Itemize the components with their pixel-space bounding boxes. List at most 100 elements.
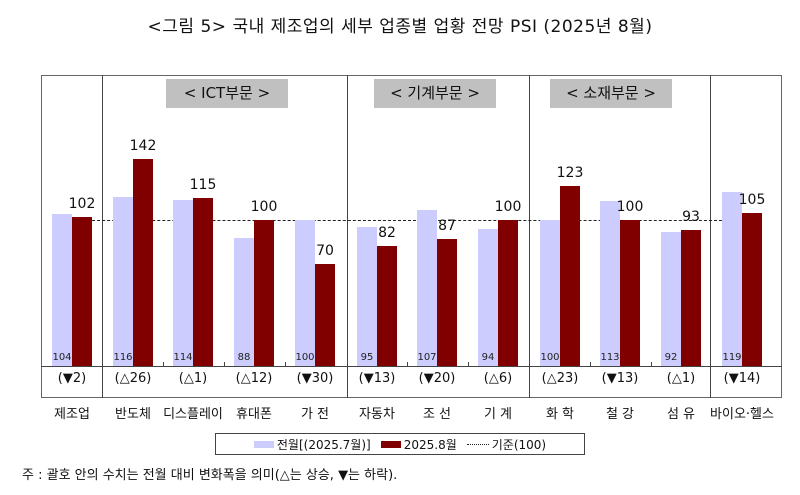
chart-title: <그림 5> 국내 제조업의 세부 업종별 업황 전망 PSI (2025년 8…	[147, 17, 653, 37]
section-divider	[710, 75, 711, 398]
bar-current	[315, 263, 335, 366]
legend-swatch-prev	[253, 440, 274, 448]
legend-item-ref: 기준(100)	[466, 436, 547, 453]
category-label: 가 전	[300, 407, 330, 422]
axis-tick	[224, 362, 225, 367]
bar-prev	[113, 196, 133, 366]
value-label-previous: 100	[540, 352, 560, 363]
axis-tick	[651, 362, 652, 367]
value-label-current: 87	[438, 217, 456, 234]
chart-frame	[41, 75, 782, 398]
change-label: (▼13)	[601, 371, 639, 386]
bar-current	[133, 158, 153, 366]
bar-current	[681, 230, 701, 366]
value-label-current: 93	[682, 209, 700, 226]
bar-prev	[540, 220, 560, 366]
bar-prev	[600, 201, 620, 366]
axis-tick	[407, 362, 408, 367]
category-label: 디스플레이	[163, 407, 223, 422]
bar-prev	[52, 214, 72, 366]
bar-prev	[661, 231, 681, 366]
section-divider	[529, 75, 530, 398]
value-label-previous: 113	[600, 352, 620, 363]
legend-label-ref: 기준(100)	[491, 437, 547, 452]
bar-current	[498, 220, 518, 366]
bar-prev	[173, 199, 193, 366]
category-label: 철 강	[605, 407, 635, 422]
axis-tick	[285, 362, 286, 367]
change-label: (△12)	[235, 371, 273, 386]
legend-item-cur: 2025.8월	[380, 436, 457, 453]
change-label: (△23)	[541, 371, 579, 386]
section-divider	[102, 75, 103, 398]
change-label: (▼13)	[358, 371, 396, 386]
value-label-current: 100	[494, 199, 522, 215]
value-label-current: 142	[129, 137, 157, 154]
section-divider	[347, 75, 348, 398]
section-label: < 소재부문 >	[550, 79, 672, 108]
value-label-previous: 107	[417, 352, 437, 363]
change-label: (△6)	[483, 371, 513, 386]
value-label-current: 100	[616, 199, 644, 215]
category-label: 바이오·헬스	[710, 407, 774, 422]
value-label-current: 115	[189, 177, 217, 194]
value-label-current: 102	[68, 196, 96, 213]
bar-current	[72, 217, 92, 366]
change-label: (▼20)	[418, 371, 456, 386]
value-label-current: 70	[316, 242, 334, 259]
change-label: (▼14)	[723, 371, 761, 386]
value-label-current: 123	[556, 165, 584, 182]
change-label: (▼2)	[57, 371, 87, 386]
value-label-current: 105	[738, 191, 766, 208]
value-label-previous: 88	[237, 352, 251, 363]
value-label-previous: 94	[481, 352, 495, 363]
axis-tick	[590, 362, 591, 367]
legend: 전월[(2025.7월)] 2025.8월 기준(100)	[215, 433, 585, 455]
legend-label-prev: 전월[(2025.7월)]	[276, 437, 371, 452]
legend-item-prev: 전월[(2025.7월)]	[253, 436, 371, 453]
footnote: 주 : 괄호 안의 수치는 전월 대비 변화폭을 의미(△는 상승, ▼는 하락…	[22, 468, 398, 483]
category-label: 제조업	[54, 407, 90, 422]
category-label: 기 계	[483, 407, 513, 422]
bar-current	[620, 220, 640, 366]
bar-current	[437, 238, 457, 366]
category-label: 섬 유	[666, 407, 696, 422]
bar-prev	[234, 237, 254, 366]
value-label-previous: 114	[173, 352, 193, 363]
value-label-previous: 92	[664, 352, 678, 363]
section-label: < ICT부문 >	[166, 79, 288, 108]
bar-current	[742, 212, 762, 366]
axis-tick	[468, 362, 469, 367]
legend-swatch-ref	[466, 443, 489, 445]
change-label: (△26)	[114, 371, 152, 386]
legend-label-cur: 2025.8월	[403, 437, 457, 452]
bar-current	[377, 246, 397, 366]
bar-prev	[417, 209, 437, 366]
value-label-previous: 100	[295, 352, 315, 363]
value-label-previous: 95	[360, 352, 374, 363]
legend-swatch-cur	[380, 440, 401, 448]
baseline	[41, 366, 782, 367]
bar-current	[193, 198, 213, 366]
change-label: (△1)	[666, 371, 696, 386]
category-label: 화 학	[545, 407, 575, 422]
bar-prev	[478, 228, 498, 366]
value-label-current: 82	[378, 225, 396, 242]
change-label: (▼30)	[296, 371, 334, 386]
bar-current	[560, 186, 580, 366]
change-label: (△1)	[178, 371, 208, 386]
category-label: 조 선	[422, 407, 452, 422]
value-label-previous: 116	[113, 352, 133, 363]
axis-tick	[163, 362, 164, 367]
bar-current	[254, 220, 274, 366]
value-label-current: 100	[250, 199, 278, 215]
category-label: 휴대폰	[236, 407, 272, 422]
value-label-previous: 119	[722, 352, 742, 363]
value-label-previous: 104	[52, 352, 72, 363]
reference-line	[72, 220, 732, 221]
bar-prev	[357, 227, 377, 366]
category-label: 반도체	[115, 407, 151, 422]
bar-prev	[722, 192, 742, 366]
bar-prev	[295, 220, 315, 366]
section-label: < 기계부문 >	[374, 79, 496, 108]
